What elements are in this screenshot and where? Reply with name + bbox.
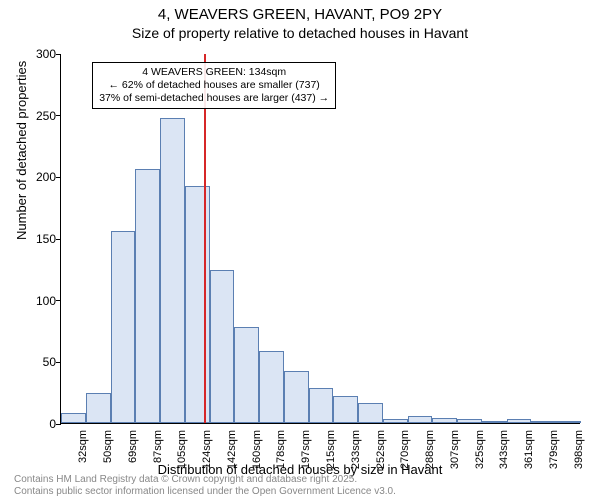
y-tick-label: 250 (20, 109, 56, 123)
histogram-bar (309, 388, 334, 423)
x-tick-label: 325sqm (474, 430, 486, 490)
plot-area: 05010015020025030032sqm50sqm69sqm87sqm10… (60, 54, 580, 424)
y-tick (56, 239, 61, 240)
x-tick-label: 343sqm (498, 430, 510, 490)
histogram-bar (408, 416, 433, 423)
y-tick (56, 115, 61, 116)
y-tick-label: 0 (20, 417, 56, 431)
histogram-bar (259, 351, 284, 423)
histogram-bar (210, 270, 235, 423)
histogram-bar (333, 396, 358, 423)
annotation-box: 4 WEAVERS GREEN: 134sqm← 62% of detached… (92, 62, 336, 109)
histogram-bar (284, 371, 309, 423)
x-tick-label: 270sqm (399, 430, 411, 490)
histogram-bar (383, 419, 408, 423)
histogram-bar (531, 421, 556, 423)
y-axis-title: Number of detached properties (14, 61, 29, 240)
x-tick-label: 361sqm (523, 430, 535, 490)
x-tick-label: 307sqm (449, 430, 461, 490)
y-tick-label: 150 (20, 232, 56, 246)
annotation-line-1: 4 WEAVERS GREEN: 134sqm (99, 66, 329, 79)
y-tick (56, 177, 61, 178)
y-tick (56, 300, 61, 301)
histogram-bar (482, 421, 507, 423)
annotation-line-2: ← 62% of detached houses are smaller (73… (99, 79, 329, 92)
histogram-bar (111, 231, 136, 423)
histogram-bar (86, 393, 111, 423)
x-tick-label: 379sqm (548, 430, 560, 490)
chart-area: 05010015020025030032sqm50sqm69sqm87sqm10… (60, 54, 580, 424)
x-tick-label: 398sqm (573, 430, 585, 490)
footer-line-2: Contains public sector information licen… (14, 486, 396, 498)
y-tick-label: 200 (20, 170, 56, 184)
y-tick (56, 424, 61, 425)
histogram-bar (457, 419, 482, 423)
histogram-bar (358, 403, 383, 423)
y-tick-label: 100 (20, 294, 56, 308)
footer-attribution: Contains HM Land Registry data © Crown c… (14, 474, 396, 498)
histogram-bar (160, 118, 185, 423)
y-tick-label: 50 (20, 355, 56, 369)
chart-title-block: 4, WEAVERS GREEN, HAVANT, PO9 2PY Size o… (0, 0, 600, 41)
histogram-bar (61, 413, 86, 423)
histogram-bar (234, 327, 259, 423)
y-tick (56, 362, 61, 363)
histogram-bar (556, 421, 581, 423)
x-tick-label: 288sqm (424, 430, 436, 490)
title-line-2: Size of property relative to detached ho… (0, 25, 600, 41)
footer-line-1: Contains HM Land Registry data © Crown c… (14, 474, 396, 486)
histogram-bar (432, 418, 457, 423)
histogram-bar (135, 169, 160, 423)
y-tick-label: 300 (20, 47, 56, 61)
histogram-bar (507, 419, 532, 423)
annotation-line-3: 37% of semi-detached houses are larger (… (99, 92, 329, 105)
y-tick (56, 54, 61, 55)
title-line-1: 4, WEAVERS GREEN, HAVANT, PO9 2PY (0, 6, 600, 23)
